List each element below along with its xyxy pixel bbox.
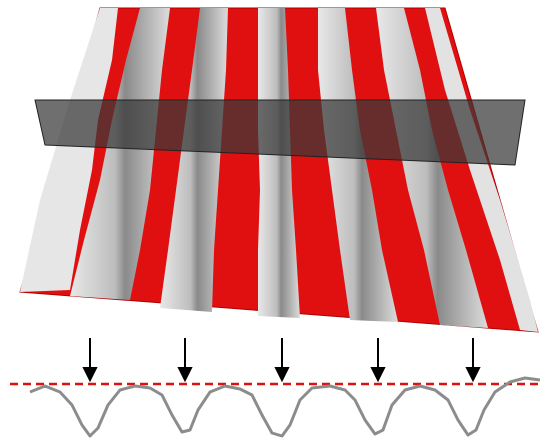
arrow-head [372, 368, 384, 380]
profile-curve [30, 378, 540, 436]
page [0, 0, 540, 441]
arrows [84, 338, 479, 380]
arrow-head [84, 368, 96, 380]
arrow-head [276, 368, 288, 380]
arrow-head [467, 368, 479, 380]
figure [0, 0, 540, 441]
arrow-head [179, 368, 191, 380]
